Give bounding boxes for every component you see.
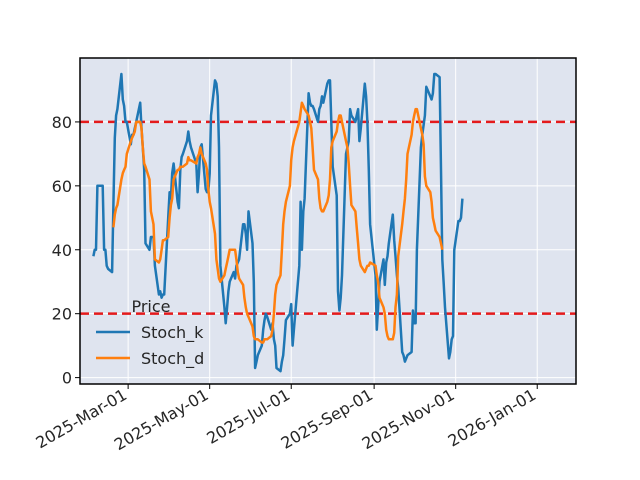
series-line-stoch-d	[112, 101, 444, 344]
legend-label-stoch-k: Stoch_k	[141, 323, 204, 343]
series-layer	[92, 72, 464, 373]
y-tick-label: 60	[52, 177, 72, 196]
plot-background	[80, 58, 576, 384]
reference-lines	[80, 120, 576, 315]
y-tick-label: 0	[62, 369, 72, 388]
y-tick-label: 20	[52, 305, 72, 324]
x-tick-label: 2026-Jan-01	[445, 385, 540, 451]
plot-frame	[79, 57, 577, 385]
y-tick-label: 80	[52, 113, 72, 132]
y-axis: 0 20 40 60 80	[52, 113, 80, 388]
legend-label-stoch-d: Stoch_d	[141, 349, 204, 369]
legend-title: Price	[131, 297, 170, 316]
x-tick-label: 2025-Nov-01	[359, 385, 458, 453]
y-tick-label: 40	[52, 241, 72, 260]
legend: Price Stoch_k Stoch_d	[96, 297, 204, 369]
x-axis: 2025-Mar-012025-May-012025-Jul-012025-Se…	[32, 384, 539, 454]
